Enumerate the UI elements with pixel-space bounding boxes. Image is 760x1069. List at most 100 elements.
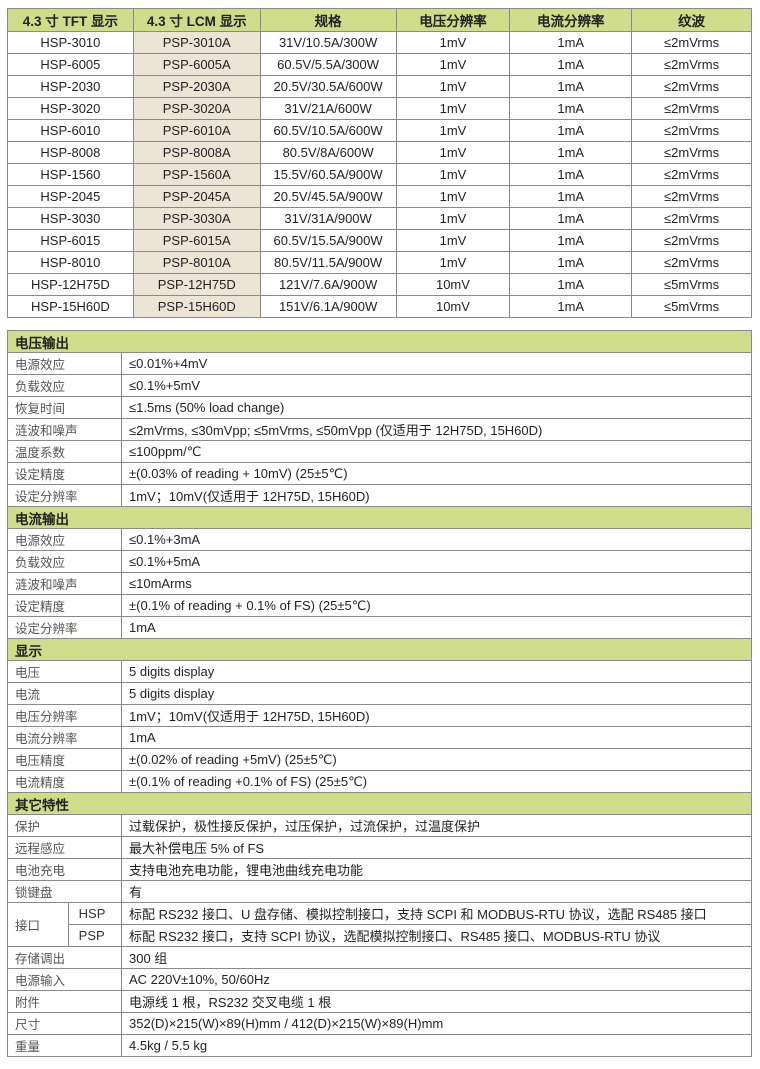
spec-value: 5 digits display: [121, 682, 752, 705]
lcm-model: PSP-6005A: [132, 53, 261, 76]
spec-label: 设定精度: [7, 462, 122, 485]
spec-label: 电压精度: [7, 748, 122, 771]
spec-value: ≤1.5ms (50% load change): [121, 396, 752, 419]
model-row: HSP-2030 PSP-2030A 20.5V/30.5A/600W 1mV 1mA ≤…: [7, 75, 752, 98]
spec-value: 有: [121, 880, 752, 903]
spec-label: 电压: [7, 660, 122, 683]
spec-label: 电流分辨率: [7, 726, 122, 749]
spec-value: 1mV；10mV(仅适用于 12H75D, 15H60D): [121, 484, 752, 507]
spec-value: 过载保护，极性接反保护，过压保护，过流保护，过温度保护: [121, 814, 752, 837]
spec-label: 接口: [7, 902, 69, 947]
ripple: ≤2mVrms: [631, 31, 752, 54]
model-row: HSP-6010 PSP-6010A 60.5V/10.5A/600W 1mV 1mA ≤…: [7, 119, 752, 142]
interface-series: HSP: [67, 902, 123, 925]
ripple: ≤2mVrms: [631, 207, 752, 230]
ripple: ≤2mVrms: [631, 53, 752, 76]
voltage-resolution: 1mV: [395, 207, 511, 230]
model-row: HSP-6015 PSP-6015A 60.5V/15.5A/900W 1mV 1mA ≤…: [7, 229, 752, 252]
voltage-resolution: 1mV: [395, 251, 511, 274]
tft-model: HSP-3030: [7, 207, 134, 230]
spec: 60.5V/10.5A/600W: [259, 119, 397, 142]
section-header: 显示: [7, 638, 752, 661]
interface-row: PSP 标配 RS232 接口，支持 SCPI 协议，选配模拟控制接口、RS485…: [8, 924, 752, 947]
spec-label: 重量: [7, 1034, 122, 1057]
model-row: HSP-8010 PSP-8010A 80.5V/11.5A/900W 1mV 1mA ≤…: [7, 251, 752, 274]
lcm-model: PSP-3030A: [132, 207, 261, 230]
section-header: 电流输出: [7, 506, 752, 529]
spec-value: 300 组: [121, 946, 752, 969]
tft-model: HSP-6015: [7, 229, 134, 252]
voltage-resolution: 10mV: [395, 295, 511, 318]
voltage-resolution: 1mV: [395, 163, 511, 186]
spec-label: 设定分辨率: [7, 484, 122, 507]
spec-row: 存储调出 300 组: [7, 946, 752, 969]
spec-row: 电压精度 ±(0.02% of reading +5mV) (25±5℃): [7, 748, 752, 771]
model-row: HSP-2045 PSP-2045A 20.5V/45.5A/900W 1mV 1mA ≤…: [7, 185, 752, 208]
tft-model: HSP-1560: [7, 163, 134, 186]
spec-value: 1mA: [121, 616, 752, 639]
spec-label: 锁键盘: [7, 880, 122, 903]
ripple: ≤5mVrms: [631, 295, 752, 318]
current-resolution: 1mA: [509, 229, 633, 252]
spec-value: ≤2mVrms, ≤30mVpp; ≤5mVrms, ≤50mVpp (仅适用于…: [121, 418, 752, 441]
tft-model: HSP-2030: [7, 75, 134, 98]
model-row: HSP-15H60D PSP-15H60D 151V/6.1A/900W 10mV 1m…: [7, 295, 752, 318]
spec-value: ±(0.02% of reading +5mV) (25±5℃): [121, 748, 752, 771]
tft-model: HSP-3020: [7, 97, 134, 120]
voltage-resolution: 1mV: [395, 75, 511, 98]
spec-label: 温度系数: [7, 440, 122, 463]
current-resolution: 1mA: [509, 185, 633, 208]
spec-label: 电源效应: [7, 352, 122, 375]
spec-value: ≤0.01%+4mV: [121, 352, 752, 375]
current-resolution: 1mA: [509, 31, 633, 54]
spec-label: 涟波和噪声: [7, 572, 122, 595]
lcm-model: PSP-3020A: [132, 97, 261, 120]
section-header: 电压输出: [7, 330, 752, 353]
spec: 80.5V/8A/600W: [259, 141, 397, 164]
tft-model: HSP-6005: [7, 53, 134, 76]
spec-value: 支持电池充电功能，锂电池曲线充电功能: [121, 858, 752, 881]
spec-row: 锁键盘有: [7, 880, 752, 903]
section-header: 其它特性: [7, 792, 752, 815]
spec: 80.5V/11.5A/900W: [259, 251, 397, 274]
section-title: 其它特性: [7, 792, 752, 815]
voltage-resolution: 1mV: [395, 53, 511, 76]
ripple: ≤5mVrms: [631, 273, 752, 296]
spec-label: 保护: [7, 814, 122, 837]
voltage-resolution: 1mV: [395, 31, 511, 54]
ripple: ≤2mVrms: [631, 229, 752, 252]
spec-label: 电压分辨率: [7, 704, 122, 727]
spec-row: 电池充电 支持电池充电功能，锂电池曲线充电功能: [7, 858, 752, 881]
spec-value: ±(0.1% of reading +0.1% of FS) (25±5℃): [121, 770, 752, 793]
spec-value: 4.5kg / 5.5 kg: [121, 1034, 752, 1057]
column-header: 4.3 寸 LCM 显示: [132, 8, 261, 32]
spec: 121V/7.6A/900W: [259, 273, 397, 296]
spec: 60.5V/5.5A/300W: [259, 53, 397, 76]
spec-value: ≤100ppm/℃: [121, 440, 752, 463]
spec-table: 电压输出 电源效应 ≤0.01%+4mV 负载效应 ≤0.1%+5mV 恢复时间 ≤1.5m…: [7, 330, 752, 1057]
spec-label: 电流精度: [7, 770, 122, 793]
tft-model: HSP-2045: [7, 185, 134, 208]
spec-value: ≤10mArms: [121, 572, 752, 595]
spec-value: 最大补偿电压 5% of FS: [121, 836, 752, 859]
spec-label: 远程感应: [7, 836, 122, 859]
spec-value: 电源线 1 根，RS232 交叉电缆 1 根: [121, 990, 752, 1013]
interface-series: PSP: [67, 924, 123, 947]
voltage-resolution: 10mV: [395, 273, 511, 296]
spec-row: 负载效应 ≤0.1%+5mV: [7, 374, 752, 397]
tft-model: HSP-12H75D: [7, 273, 134, 296]
spec: 60.5V/15.5A/900W: [259, 229, 397, 252]
spec-row: 设定精度 ±(0.03% of reading + 10mV) (25±5℃): [7, 462, 752, 485]
column-header: 4.3 寸 TFT 显示: [7, 8, 134, 32]
spec: 31V/31A/900W: [259, 207, 397, 230]
spec-label: 尺寸: [7, 1012, 122, 1035]
current-resolution: 1mA: [509, 141, 633, 164]
voltage-resolution: 1mV: [395, 97, 511, 120]
spec-row: 附件 电源线 1 根，RS232 交叉电缆 1 根: [7, 990, 752, 1013]
ripple: ≤2mVrms: [631, 97, 752, 120]
spec: 15.5V/60.5A/900W: [259, 163, 397, 186]
model-row: HSP-1560 PSP-1560A 15.5V/60.5A/900W 1mV 1mA ≤…: [7, 163, 752, 186]
ripple: ≤2mVrms: [631, 251, 752, 274]
lcm-model: PSP-15H60D: [132, 295, 261, 318]
interface-row: 接口 HSP 标配 RS232 接口、U 盘存储、模拟控制接口，支持 SCPI 和 …: [7, 902, 752, 947]
